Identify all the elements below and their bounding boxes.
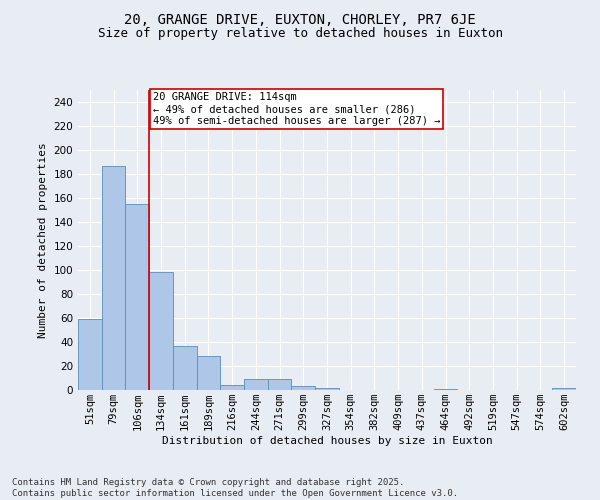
Y-axis label: Number of detached properties: Number of detached properties [38, 142, 48, 338]
Bar [149, 272, 173, 390]
Bar [315, 388, 339, 390]
Text: 20, GRANGE DRIVE, EUXTON, CHORLEY, PR7 6JE: 20, GRANGE DRIVE, EUXTON, CHORLEY, PR7 6… [124, 12, 476, 26]
Bar [292, 386, 315, 390]
Bar [173, 346, 197, 390]
Text: Size of property relative to detached houses in Euxton: Size of property relative to detached ho… [97, 28, 503, 40]
Bar [268, 379, 292, 390]
Bar [78, 319, 102, 390]
Text: 20 GRANGE DRIVE: 114sqm
← 49% of detached houses are smaller (286)
49% of semi-d: 20 GRANGE DRIVE: 114sqm ← 49% of detache… [152, 92, 440, 126]
Bar [125, 204, 149, 390]
Bar [244, 379, 268, 390]
Bar [434, 389, 457, 390]
Bar [197, 356, 220, 390]
Bar [220, 385, 244, 390]
Bar [102, 166, 125, 390]
X-axis label: Distribution of detached houses by size in Euxton: Distribution of detached houses by size … [161, 436, 493, 446]
Bar [552, 388, 576, 390]
Text: Contains HM Land Registry data © Crown copyright and database right 2025.
Contai: Contains HM Land Registry data © Crown c… [12, 478, 458, 498]
